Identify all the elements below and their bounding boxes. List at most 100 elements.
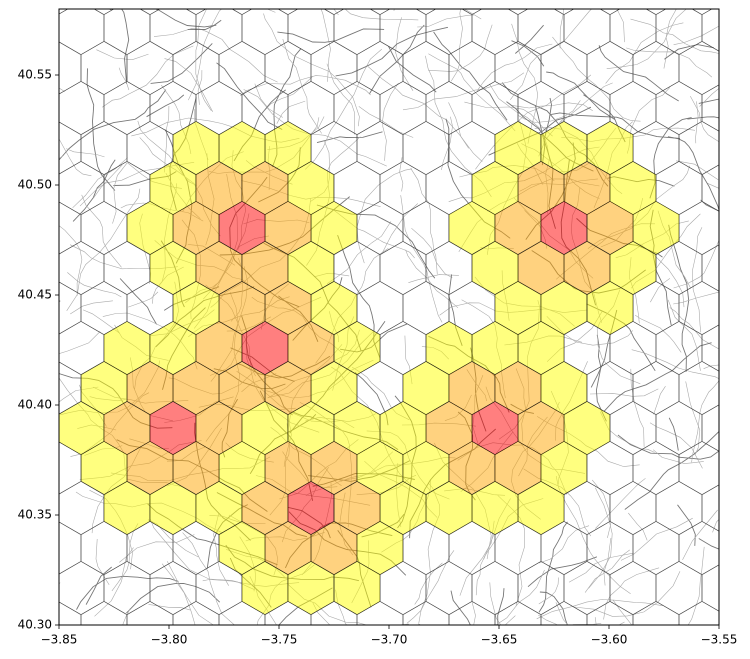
street xyxy=(402,72,525,111)
street xyxy=(687,116,719,120)
street xyxy=(82,309,120,334)
street xyxy=(588,487,613,589)
hex-outline xyxy=(701,84,719,132)
hex-cell xyxy=(333,321,381,375)
street xyxy=(606,9,687,69)
hex-outline xyxy=(678,361,719,415)
x-tick-label: −3.55 xyxy=(701,633,738,647)
axes: −3.85 −3.80 −3.75 −3.70 −3.65 −3.60 −3.55 40.30… xyxy=(18,68,738,647)
street xyxy=(86,68,116,191)
street xyxy=(653,386,666,415)
street xyxy=(128,291,159,308)
street xyxy=(320,9,331,82)
street xyxy=(240,75,371,97)
street xyxy=(700,199,719,212)
street xyxy=(94,523,139,617)
street xyxy=(410,168,438,275)
hex-outline xyxy=(725,442,750,495)
street xyxy=(591,479,612,538)
street xyxy=(574,571,681,617)
hex-outline xyxy=(0,402,12,455)
street xyxy=(326,63,355,135)
hex-outline xyxy=(426,642,472,659)
street xyxy=(691,227,703,333)
street xyxy=(603,538,612,586)
hex-cell xyxy=(471,401,519,455)
x-tick-label: −3.65 xyxy=(481,633,518,647)
street xyxy=(166,561,214,625)
street xyxy=(126,582,221,614)
street xyxy=(195,9,212,111)
street xyxy=(119,534,195,563)
street xyxy=(148,604,191,611)
street xyxy=(450,590,471,625)
street xyxy=(555,602,625,625)
hex-outline xyxy=(0,82,12,135)
street xyxy=(448,102,483,162)
hex-cell xyxy=(218,201,266,255)
street xyxy=(510,9,593,100)
street xyxy=(85,566,112,605)
street xyxy=(59,155,64,160)
street xyxy=(254,83,283,118)
hex-outline xyxy=(0,482,12,535)
street xyxy=(263,13,360,127)
street xyxy=(441,116,453,170)
hex-cell xyxy=(264,121,312,175)
street xyxy=(277,28,385,43)
street xyxy=(471,601,476,625)
street xyxy=(595,478,646,529)
street xyxy=(546,71,616,120)
street xyxy=(668,417,679,451)
street xyxy=(335,26,448,77)
street xyxy=(59,582,61,585)
y-tick-label: 40.50 xyxy=(18,178,52,192)
street xyxy=(312,602,331,625)
street xyxy=(282,38,322,134)
street xyxy=(685,381,701,455)
street xyxy=(677,504,696,546)
street xyxy=(326,221,392,284)
street xyxy=(673,26,719,45)
street xyxy=(395,17,414,91)
street xyxy=(650,278,671,303)
street xyxy=(571,623,602,625)
hex-cell xyxy=(517,481,565,535)
street xyxy=(552,36,641,122)
street xyxy=(153,28,278,83)
street xyxy=(102,45,194,108)
street xyxy=(76,575,179,610)
street xyxy=(559,9,564,49)
hex-cell xyxy=(586,201,634,255)
street xyxy=(59,89,167,161)
hex-outline xyxy=(0,202,35,255)
street xyxy=(450,9,463,82)
street xyxy=(560,82,613,123)
hex-cells xyxy=(59,121,680,615)
street xyxy=(630,18,719,54)
street xyxy=(81,194,122,268)
street xyxy=(72,159,116,222)
street xyxy=(335,589,348,625)
street xyxy=(119,278,157,325)
street xyxy=(164,58,214,113)
street xyxy=(539,591,568,625)
street xyxy=(112,162,128,224)
street xyxy=(630,368,645,447)
street xyxy=(536,599,663,620)
street xyxy=(598,45,679,102)
street xyxy=(682,509,718,561)
street xyxy=(584,549,630,593)
hex-outline xyxy=(12,2,58,55)
street xyxy=(216,62,283,130)
street xyxy=(59,300,61,302)
street xyxy=(589,388,659,397)
street xyxy=(59,138,92,177)
hex-outline xyxy=(0,162,12,215)
hex-outline xyxy=(0,562,12,615)
street xyxy=(698,538,719,550)
street xyxy=(388,46,437,93)
x-tick-label: −3.60 xyxy=(591,633,628,647)
street xyxy=(121,9,130,84)
